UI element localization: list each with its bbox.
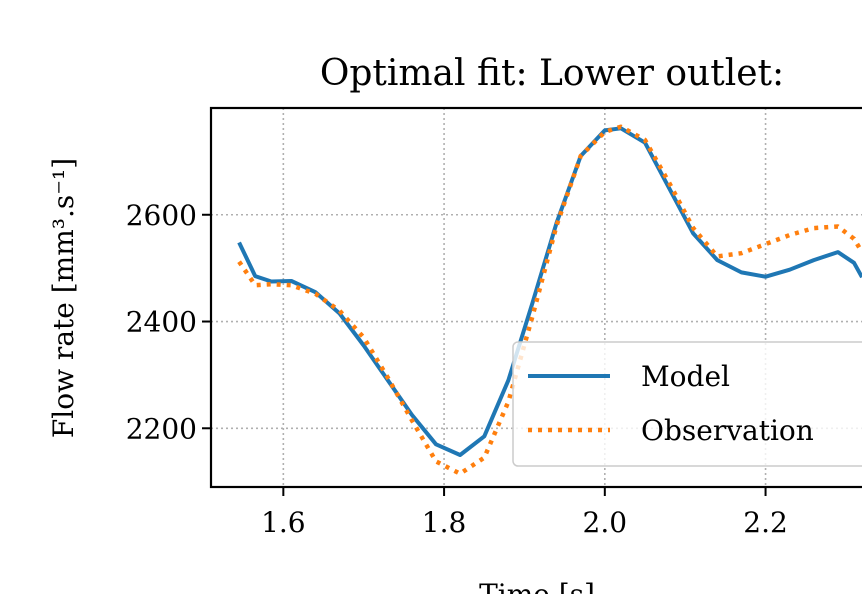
x-tick-label: 2.2 (743, 506, 788, 539)
observation-legend-label: Observation (641, 414, 814, 447)
plot-frame (209, 106, 862, 489)
legend-box (512, 341, 862, 467)
y-axis-label: Flow rate [mm³.s⁻¹] (47, 158, 80, 438)
y-tick-label: 2600 (126, 199, 197, 232)
chart-title: Optimal fit: Lower outlet: (320, 53, 784, 94)
x-tick-label: 1.6 (261, 506, 306, 539)
model-legend-label: Model (641, 360, 730, 393)
x-axis-label: Time [s] (479, 578, 595, 594)
y-tick-label: 2400 (126, 306, 197, 339)
y-tick-label: 2200 (126, 412, 197, 445)
legend: Model Observation (512, 341, 862, 467)
ticks: 1.6 1.8 2.0 2.2 2200 2400 2600 (126, 199, 788, 539)
series-lines (237, 124, 862, 476)
x-tick-label: 1.8 (422, 506, 467, 539)
x-tick-label: 2.0 (583, 506, 628, 539)
